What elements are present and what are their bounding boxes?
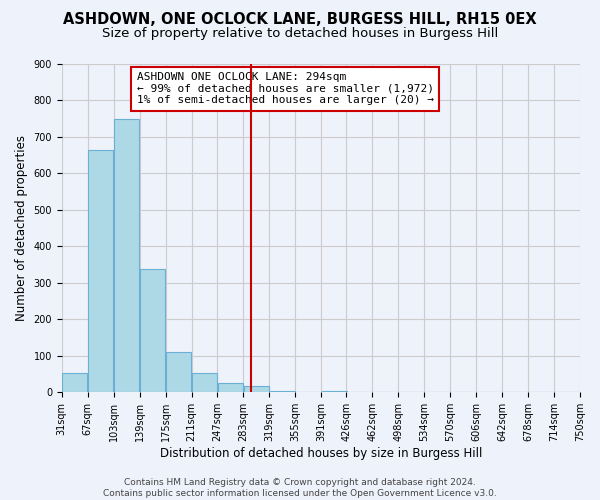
Bar [192, 374, 217, 392]
Bar [140, 270, 165, 392]
Text: Size of property relative to detached houses in Burgess Hill: Size of property relative to detached ho… [102, 28, 498, 40]
Bar [166, 352, 191, 393]
Text: ASHDOWN, ONE OCLOCK LANE, BURGESS HILL, RH15 0EX: ASHDOWN, ONE OCLOCK LANE, BURGESS HILL, … [63, 12, 537, 28]
Bar [244, 386, 269, 392]
Y-axis label: Number of detached properties: Number of detached properties [15, 135, 28, 321]
Bar [218, 383, 243, 392]
Bar [270, 390, 295, 392]
Text: ASHDOWN ONE OCLOCK LANE: 294sqm
← 99% of detached houses are smaller (1,972)
1% : ASHDOWN ONE OCLOCK LANE: 294sqm ← 99% of… [137, 72, 434, 106]
Text: Contains HM Land Registry data © Crown copyright and database right 2024.
Contai: Contains HM Land Registry data © Crown c… [103, 478, 497, 498]
Bar [322, 390, 347, 392]
X-axis label: Distribution of detached houses by size in Burgess Hill: Distribution of detached houses by size … [160, 447, 482, 460]
Bar [88, 150, 113, 392]
Bar [62, 374, 88, 392]
Bar [114, 118, 139, 392]
